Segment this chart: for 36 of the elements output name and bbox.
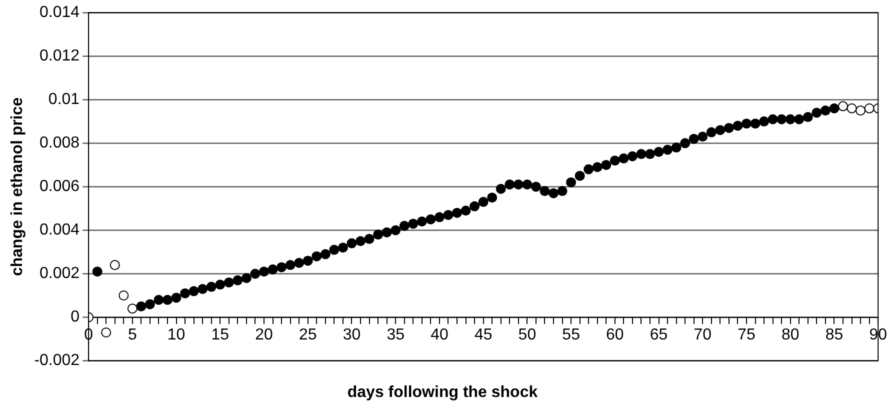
y-tick-label: 0.014 [40, 4, 80, 22]
x-tick-label: 50 [518, 326, 536, 344]
y-tick-label: 0.012 [40, 48, 80, 65]
x-tick-label: 5 [128, 326, 137, 344]
x-tick-label: 25 [298, 326, 317, 344]
x-tick-label: 60 [606, 326, 624, 344]
x-tick-label: 65 [650, 326, 668, 344]
point [856, 106, 866, 116]
y-tick-label: 0.004 [40, 222, 80, 239]
x-tick-label: 35 [386, 326, 405, 344]
x-tick-label: 15 [211, 326, 230, 344]
x-tick-label: 85 [825, 326, 844, 344]
x-tick-label: 20 [255, 326, 274, 344]
x-tick-label: 45 [474, 326, 492, 344]
x-axis-title: days following the shock [347, 384, 538, 401]
y-tick-label: 0.01 [48, 91, 80, 108]
y-tick-label: 0 [70, 308, 80, 326]
y-tick-label: 0.006 [40, 178, 80, 196]
point [838, 101, 848, 112]
point [101, 328, 112, 338]
point [127, 304, 138, 314]
x-tick-label: 30 [342, 326, 361, 344]
point [846, 103, 857, 114]
x-tick-label: 75 [738, 326, 756, 344]
y-tick-label: -0.002 [34, 352, 80, 370]
point [110, 260, 120, 270]
x-tick-label: 40 [430, 326, 448, 344]
y-tick-label: 0.002 [40, 265, 80, 282]
y-axis-title: change in ethanol price [9, 97, 26, 276]
x-tick-label: 55 [562, 326, 580, 344]
x-tick-label: 70 [694, 326, 712, 344]
y-tick-label: 0.008 [40, 134, 80, 152]
x-tick-label: 80 [781, 326, 800, 344]
point [864, 103, 874, 114]
x-tick-label: 10 [167, 326, 186, 344]
point [118, 290, 129, 301]
